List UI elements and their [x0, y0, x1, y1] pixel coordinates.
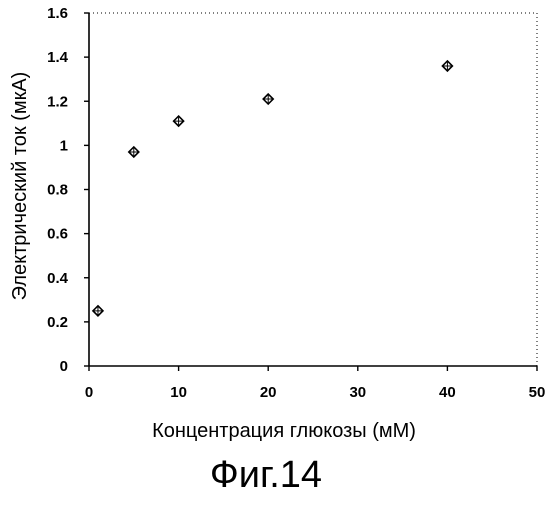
x-tick-label: 10	[170, 384, 187, 401]
x-tick-label: 30	[349, 384, 366, 401]
plot-frame	[89, 13, 537, 366]
x-tick-label: 0	[85, 384, 93, 401]
x-axis: 0 10 20 30 40 50	[85, 366, 546, 401]
y-axis-title: Электрический ток (мкА)	[9, 72, 31, 301]
y-tick-label: 1.4	[47, 49, 69, 66]
x-tick-label: 50	[529, 384, 546, 401]
data-point	[442, 61, 452, 71]
y-tick-label: 1	[60, 137, 68, 154]
data-points	[93, 61, 452, 316]
x-tick-label: 20	[260, 384, 277, 401]
y-tick-label: 0.2	[47, 314, 68, 331]
x-axis-title: Концентрация глюкозы (мМ)	[152, 420, 416, 442]
y-axis: 0 0.2 0.4 0.6 0.8 1 1.2 1.4 1.6	[47, 5, 89, 375]
x-tick-label: 40	[439, 384, 456, 401]
y-tick-label: 0.6	[47, 226, 68, 243]
y-tick-label: 1.2	[47, 93, 68, 110]
data-point	[263, 94, 273, 104]
figure-caption: Фиг.14	[210, 454, 322, 496]
y-tick-label: 1.6	[47, 5, 68, 22]
data-point	[174, 116, 184, 126]
y-tick-label: 0.8	[47, 182, 68, 199]
data-point	[129, 147, 139, 157]
data-point	[93, 306, 103, 316]
y-tick-label: 0.4	[47, 270, 69, 287]
y-tick-label: 0	[60, 358, 68, 375]
